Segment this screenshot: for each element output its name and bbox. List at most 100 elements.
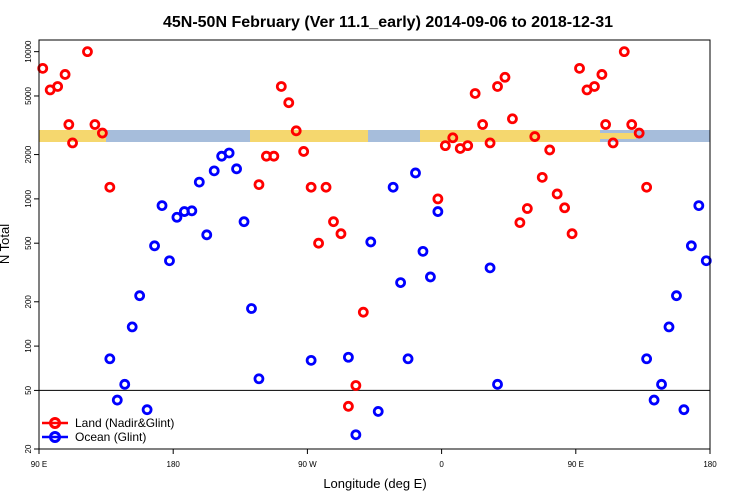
data-point-ocean xyxy=(111,394,123,406)
data-point-land xyxy=(596,69,608,80)
data-point-ocean xyxy=(693,200,705,212)
data-point-land xyxy=(439,140,451,152)
data-point-land xyxy=(521,203,533,214)
data-point-land xyxy=(507,113,518,125)
legend-marker-land xyxy=(49,417,61,429)
chart-title: 45N-50N February (Ver 11.1_early) 2014-0… xyxy=(163,14,613,31)
data-point-ocean xyxy=(365,236,377,248)
legend-entry-land: Land (Nadir&Glint) xyxy=(75,416,174,430)
data-point-land xyxy=(566,228,578,240)
data-point-land xyxy=(328,216,339,228)
data-point-land xyxy=(357,306,369,318)
data-point-land xyxy=(551,188,563,200)
data-point-ocean xyxy=(417,245,429,257)
data-point-land xyxy=(37,62,49,74)
data-point-ocean xyxy=(149,240,160,252)
data-point-land xyxy=(469,88,481,99)
data-point-ocean xyxy=(208,165,220,177)
data-points xyxy=(37,46,712,441)
data-point-land xyxy=(477,119,489,130)
data-point-land xyxy=(253,179,265,191)
x-axis: 90 E 180 90 W 0 90 E 180 xyxy=(31,449,717,469)
data-point-ocean xyxy=(164,255,175,267)
data-point-ocean xyxy=(678,404,690,416)
data-point-land xyxy=(268,150,280,162)
y-tick-label: 1000 xyxy=(24,189,33,207)
data-point-land xyxy=(492,81,503,92)
data-point-ocean xyxy=(671,290,682,302)
land-band xyxy=(39,130,636,142)
data-point-land xyxy=(529,131,541,142)
land-segment-asia xyxy=(39,130,106,142)
data-point-land xyxy=(432,193,444,205)
x-tick-label: 180 xyxy=(703,460,717,469)
data-point-ocean xyxy=(231,163,242,175)
land-segment-europe-asia xyxy=(420,130,600,142)
x-tick-label: 90 E xyxy=(568,460,584,469)
data-point-land xyxy=(514,217,526,229)
data-point-land xyxy=(484,137,496,149)
data-point-land xyxy=(67,137,78,149)
data-point-ocean xyxy=(410,167,421,179)
y-tick-label: 500 xyxy=(24,236,33,250)
data-point-land xyxy=(462,140,474,152)
data-point-ocean xyxy=(648,394,660,406)
data-point-ocean xyxy=(201,229,213,241)
data-point-land xyxy=(559,202,571,214)
data-point-ocean xyxy=(305,354,317,366)
data-point-land xyxy=(343,400,354,412)
data-point-land xyxy=(335,228,347,240)
data-point-ocean xyxy=(663,321,675,333)
data-point-land xyxy=(104,181,116,193)
data-point-land xyxy=(574,62,585,74)
land-segment-north-america xyxy=(250,130,368,142)
data-point-land xyxy=(283,97,295,109)
data-point-land xyxy=(499,71,511,83)
data-point-land xyxy=(96,127,108,139)
y-tick-label: 10000 xyxy=(24,40,33,63)
plot-frame xyxy=(38,39,711,450)
data-point-ocean xyxy=(134,290,146,302)
data-point-land xyxy=(544,144,556,156)
legend-entry-ocean: Ocean (Glint) xyxy=(75,430,146,444)
legend-marker-ocean xyxy=(49,431,61,443)
y-tick-label: 200 xyxy=(24,295,33,309)
y-tick-label: 100 xyxy=(24,339,33,353)
data-point-ocean xyxy=(484,262,496,274)
data-point-ocean xyxy=(104,353,116,365)
data-point-ocean xyxy=(395,277,406,288)
data-point-ocean xyxy=(402,353,414,365)
data-point-ocean xyxy=(186,205,198,217)
data-point-ocean xyxy=(350,429,362,441)
data-point-ocean xyxy=(372,406,384,417)
data-point-land xyxy=(305,181,317,193)
x-tick-label: 180 xyxy=(167,460,181,469)
x-tick-label: 90 W xyxy=(298,460,317,469)
data-point-ocean xyxy=(700,255,712,267)
y-tick-label: 5000 xyxy=(24,87,33,105)
data-point-ocean xyxy=(238,216,250,228)
data-point-ocean xyxy=(432,206,444,217)
data-point-ocean xyxy=(193,176,205,188)
data-point-ocean xyxy=(126,321,138,333)
land-segment-east-asia xyxy=(600,133,636,139)
data-point-land xyxy=(59,69,71,80)
data-point-land xyxy=(89,119,101,130)
data-point-land xyxy=(633,127,645,139)
data-point-ocean xyxy=(171,211,183,223)
data-point-ocean xyxy=(343,351,354,363)
data-point-ocean xyxy=(641,353,653,365)
data-point-land xyxy=(600,119,612,130)
y-tick-label: 2000 xyxy=(24,145,33,163)
data-point-ocean xyxy=(656,378,667,390)
data-point-land xyxy=(298,146,310,157)
x-tick-label: 90 E xyxy=(31,460,47,469)
data-point-land xyxy=(618,46,630,58)
data-point-land xyxy=(313,237,324,249)
data-point-land xyxy=(275,81,287,92)
data-point-ocean xyxy=(246,303,257,314)
data-point-land xyxy=(290,125,302,137)
data-point-land xyxy=(536,171,548,183)
data-point-land xyxy=(589,81,600,92)
